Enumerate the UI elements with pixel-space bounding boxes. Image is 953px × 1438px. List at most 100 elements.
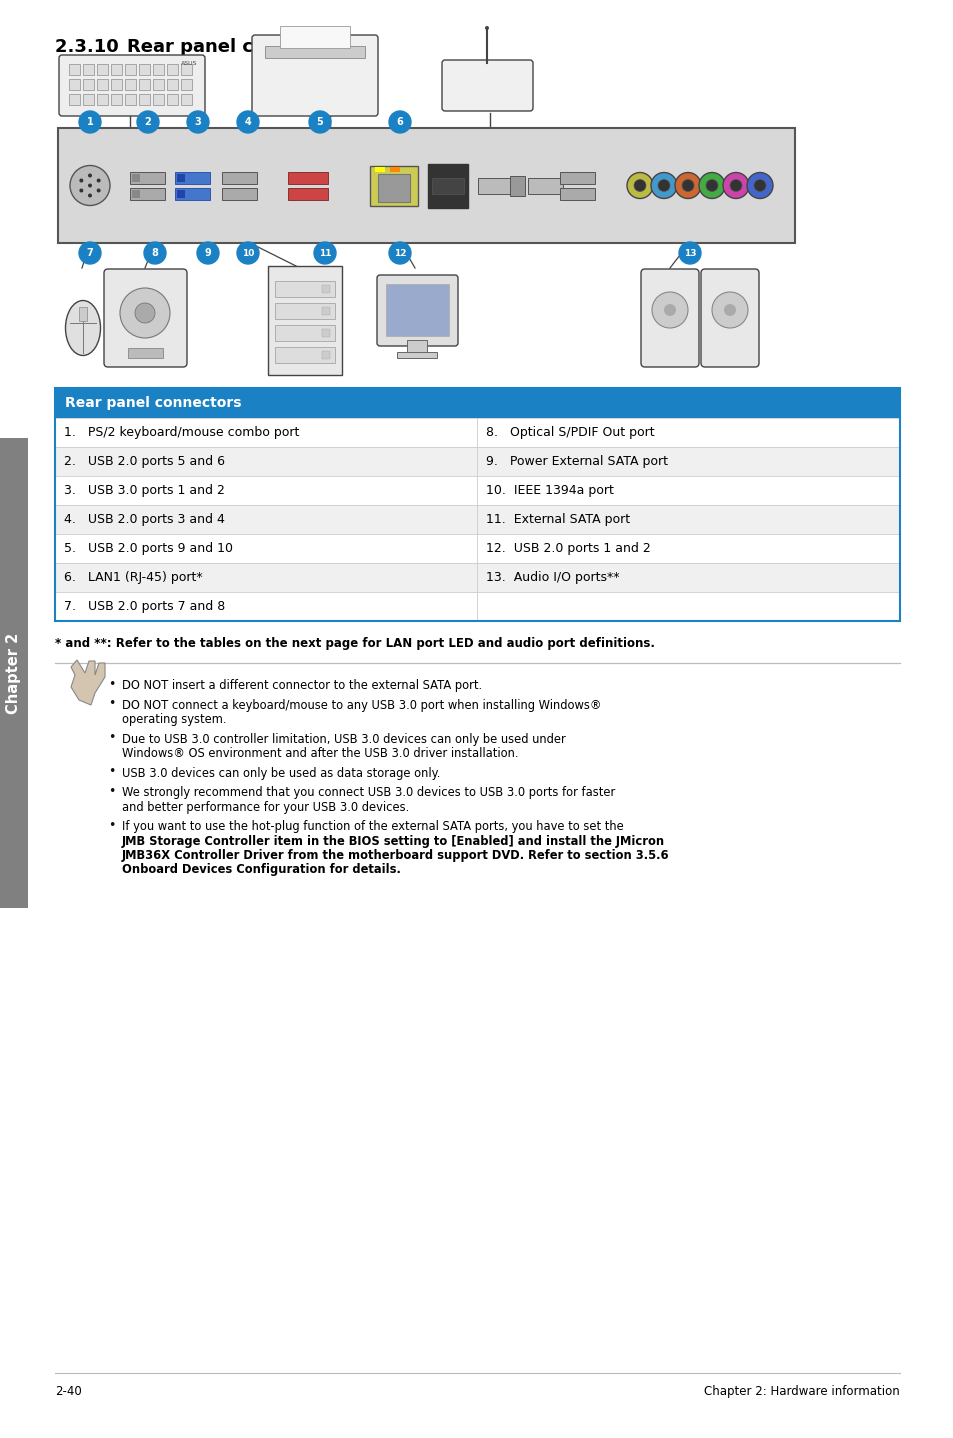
Circle shape — [88, 174, 91, 177]
Text: 2.   USB 2.0 ports 5 and 6: 2. USB 2.0 ports 5 and 6 — [64, 454, 225, 467]
Text: 2-40: 2-40 — [55, 1385, 82, 1398]
Circle shape — [79, 188, 83, 193]
Circle shape — [711, 292, 747, 328]
Circle shape — [705, 180, 718, 191]
Bar — [375, 167, 385, 171]
Bar — [177, 174, 185, 181]
FancyBboxPatch shape — [700, 269, 759, 367]
FancyBboxPatch shape — [268, 266, 341, 375]
Bar — [274, 325, 335, 341]
Bar — [111, 65, 122, 75]
Bar — [139, 65, 150, 75]
Circle shape — [626, 173, 652, 198]
Bar — [132, 190, 140, 197]
Text: ​JMB36X Controller Driver​ from the motherboard support DVD. Refer to section ​3: ​JMB36X Controller Driver​ from the moth… — [122, 848, 669, 861]
Bar — [477, 177, 513, 194]
Bar — [280, 26, 350, 47]
Text: If you want to use the hot-plug function of the external SATA ports, you have to: If you want to use the hot-plug function… — [122, 820, 623, 833]
Ellipse shape — [66, 301, 100, 355]
Circle shape — [196, 242, 219, 265]
Circle shape — [484, 26, 489, 30]
Bar — [55, 505, 899, 533]
Bar — [377, 174, 410, 201]
Circle shape — [658, 180, 669, 191]
Bar — [79, 306, 87, 321]
Text: •: • — [109, 677, 115, 692]
Bar — [111, 79, 122, 91]
Text: ​JMB Storage Controller​ item in the BIOS setting to [Enabled] and install the ​: ​JMB Storage Controller​ item in the BIO… — [122, 834, 664, 847]
Bar — [97, 65, 108, 75]
Text: •: • — [109, 820, 115, 833]
Bar — [174, 187, 210, 200]
Bar — [181, 65, 192, 75]
Circle shape — [96, 178, 101, 183]
Circle shape — [309, 111, 331, 132]
Bar — [181, 93, 192, 105]
Bar — [274, 280, 335, 298]
Text: 12: 12 — [394, 249, 406, 257]
Text: 12.  USB 2.0 ports 1 and 2: 12. USB 2.0 ports 1 and 2 — [486, 542, 651, 555]
Bar — [128, 348, 163, 358]
Bar — [55, 447, 899, 476]
Text: 3.   USB 3.0 ports 1 and 2: 3. USB 3.0 ports 1 and 2 — [64, 485, 225, 498]
Text: 4.   USB 2.0 ports 3 and 4: 4. USB 2.0 ports 3 and 4 — [64, 513, 225, 526]
Bar — [222, 171, 256, 184]
Bar — [55, 592, 899, 621]
Bar — [97, 93, 108, 105]
Circle shape — [389, 111, 411, 132]
Text: 13.  Audio I/O ports**: 13. Audio I/O ports** — [486, 571, 619, 584]
Circle shape — [651, 292, 687, 328]
Text: Rear panel connection: Rear panel connection — [127, 37, 353, 56]
Circle shape — [96, 188, 101, 193]
Text: We strongly recommend that you connect USB 3.0 devices to USB 3.0 ports for fast: We strongly recommend that you connect U… — [122, 787, 615, 800]
Circle shape — [634, 180, 645, 191]
Text: 8: 8 — [152, 247, 158, 257]
Bar — [55, 388, 899, 621]
Circle shape — [675, 173, 700, 198]
Circle shape — [681, 180, 693, 191]
Circle shape — [79, 178, 83, 183]
Circle shape — [650, 173, 677, 198]
Circle shape — [679, 242, 700, 265]
Bar — [559, 187, 595, 200]
Text: and better performance for your USB 3.0 devices.: and better performance for your USB 3.0 … — [122, 801, 409, 814]
Bar — [407, 339, 427, 358]
Bar — [139, 79, 150, 91]
Text: 9: 9 — [204, 247, 212, 257]
Bar — [386, 283, 449, 336]
Text: 1: 1 — [87, 116, 93, 127]
Text: •: • — [109, 697, 115, 710]
Text: Windows® OS environment and after the USB 3.0 driver installation.: Windows® OS environment and after the US… — [122, 746, 518, 761]
Bar — [322, 285, 330, 293]
Circle shape — [729, 180, 741, 191]
Bar — [288, 171, 328, 184]
Circle shape — [79, 111, 101, 132]
Text: 9.   Power External SATA port: 9. Power External SATA port — [486, 454, 668, 467]
Circle shape — [314, 242, 335, 265]
Bar — [322, 351, 330, 360]
Bar — [510, 175, 524, 196]
Bar — [69, 65, 80, 75]
Text: 4: 4 — [244, 116, 251, 127]
Bar — [274, 347, 335, 362]
Bar — [83, 65, 94, 75]
Bar — [55, 533, 899, 564]
Text: * and **: Refer to the tables on the next page for LAN port LED and audio port d: * and **: Refer to the tables on the nex… — [55, 637, 655, 650]
Text: Chapter 2: Chapter 2 — [7, 633, 22, 713]
Text: 2.3.10: 2.3.10 — [55, 37, 144, 56]
Bar — [97, 79, 108, 91]
Bar — [125, 93, 136, 105]
Bar — [322, 306, 330, 315]
Text: 3: 3 — [194, 116, 201, 127]
Bar — [167, 65, 178, 75]
Circle shape — [236, 111, 258, 132]
FancyBboxPatch shape — [640, 269, 699, 367]
Bar — [152, 79, 164, 91]
Text: 13: 13 — [683, 249, 696, 257]
Bar — [432, 177, 463, 194]
Circle shape — [144, 242, 166, 265]
Bar — [322, 329, 330, 336]
Circle shape — [88, 194, 91, 197]
Circle shape — [753, 180, 765, 191]
Text: 6: 6 — [396, 116, 403, 127]
